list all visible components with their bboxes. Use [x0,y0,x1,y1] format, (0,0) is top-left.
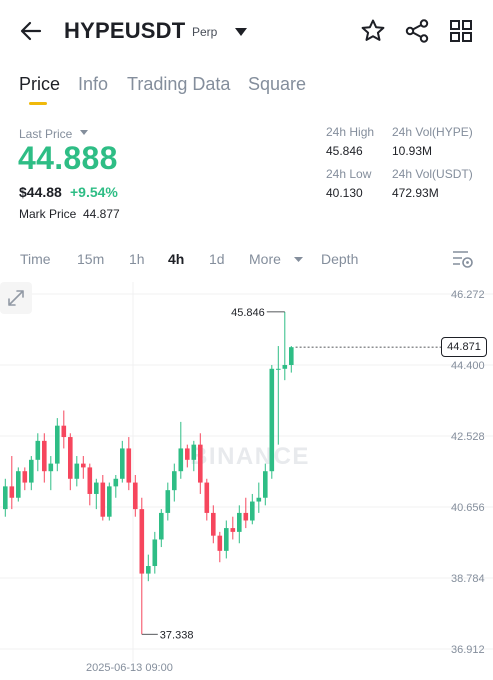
candle [74,456,80,487]
candle [9,456,15,510]
watermark-text: BINANCE [190,443,310,470]
y-tick-label: 42.528 [451,431,485,443]
candle [152,531,158,574]
candle [42,433,47,483]
interval-depth[interactable]: Depth [321,251,359,267]
fiat-price: $44.88 [19,184,62,200]
interval-time[interactable]: Time [20,251,51,267]
low-24h-label: 24h Low [326,167,372,181]
candle [81,456,86,479]
candle [256,482,262,513]
vol-base-value: 10.93M [392,144,433,158]
vol-quote-value: 472.93M [392,186,439,200]
candle [68,433,73,491]
candle [107,482,112,521]
candle [3,478,8,517]
candle [94,478,99,510]
chart-canvas[interactable]: BINANCE 45.846 37.338 46.272 44.400 42.528 4… [0,282,493,680]
header: HYPEUSDT Perp [0,0,493,62]
interval-more[interactable]: More [249,251,281,267]
star-icon[interactable] [360,18,386,44]
candle [133,474,138,517]
candle [211,505,216,544]
high-24h-label: 24h High [326,125,375,139]
candle [22,467,28,491]
x-tick-label: 2025-06-13 09:00 [86,662,173,674]
last-price-label[interactable]: Last Price [19,127,73,141]
last-price: 44.888 [18,140,118,176]
candle [269,365,275,479]
tab-trading-data[interactable]: Trading Data [127,74,231,94]
chart-settings-icon[interactable] [452,249,474,269]
caret-down-icon[interactable] [80,129,88,136]
candle [289,346,294,373]
candle [217,531,223,563]
candle [165,482,171,521]
candle [113,474,119,498]
candle [185,444,190,468]
interval-15m[interactable]: 15m [77,251,105,267]
tab-info[interactable]: Info [78,74,109,94]
arrow-left-icon[interactable] [18,18,44,44]
vol-base-label: 24h Vol(HYPE) [392,125,473,139]
interval-1h[interactable]: 1h [129,251,145,267]
y-tick-label: 36.912 [451,644,485,656]
candle [159,509,164,548]
candle [29,456,34,491]
interval-4h[interactable]: 4h [168,251,185,267]
interval-1d[interactable]: 1d [209,251,225,267]
y-tick-label: 40.656 [451,502,485,514]
low-24h-value: 40.130 [326,186,363,200]
candle [126,437,132,491]
candle [250,493,255,525]
candle [282,311,288,381]
interval-bar: Time 15m 1h 4h 1d More Depth [0,240,493,278]
candle [276,346,281,445]
active-tab-indicator [29,102,47,105]
candle [237,505,242,544]
candle [172,463,177,502]
share-icon[interactable] [404,18,430,44]
candle [224,520,229,559]
current-price-tag: 44.871 [441,337,487,358]
candle [230,516,236,540]
candle [16,467,21,502]
candle [198,433,203,494]
tab-square[interactable]: Square [248,74,307,94]
candle [139,497,145,635]
vol-quote-label: 24h Vol(USDT) [392,167,473,181]
y-tick-label: 38.784 [451,573,485,585]
candlestick-chart[interactable]: BINANCE 45.846 37.338 46.272 44.400 42.528 4… [0,282,493,680]
candle [191,440,197,472]
caret-down-icon[interactable] [294,256,303,263]
contract-type-tag: Perp [192,25,218,39]
candle [35,433,41,472]
mark-price-label: Mark Price [19,207,77,221]
candle [61,410,67,449]
high-24h-value: 45.846 [326,144,363,158]
candle [100,474,106,521]
candle [120,440,125,483]
candle [204,478,210,521]
candle [263,463,268,506]
candle [87,463,93,506]
mark-price: 44.877 [83,207,120,221]
pair-title[interactable]: HYPEUSDT [64,18,186,43]
y-tick-label: 44.400 [451,360,485,372]
candle [178,421,184,479]
ticker-stats: Last Price 44.888 $44.88 +9.54% Mark Pri… [0,118,493,228]
tab-price[interactable]: Price [19,74,61,94]
grid-icon[interactable] [449,19,473,43]
expand-icon[interactable] [0,282,32,314]
caret-down-icon[interactable] [234,26,248,38]
candle [243,497,249,529]
high-annotation-label: 45.846 [231,307,265,319]
y-tick-label: 46.272 [451,289,485,301]
candle [146,554,151,582]
candle [55,418,60,472]
candle [48,456,54,491]
main-tabs: Price Info Trading Data Square [0,62,493,108]
price-change-percent: +9.54% [70,184,118,200]
low-annotation-label: 37.338 [160,629,194,641]
